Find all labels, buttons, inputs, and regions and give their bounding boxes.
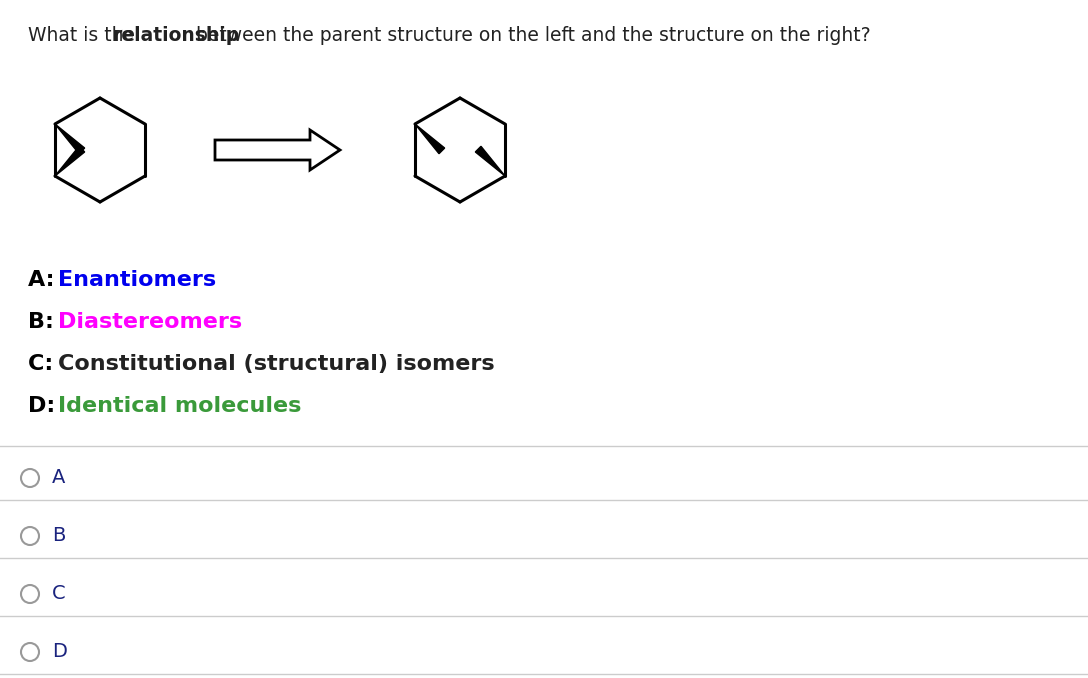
Text: B:: B: [28,312,62,332]
Polygon shape [215,130,339,170]
Text: What is the: What is the [28,26,141,45]
Text: Constitutional (structural) isomers: Constitutional (structural) isomers [58,354,495,374]
Text: Identical molecules: Identical molecules [58,396,301,416]
Text: A:: A: [28,270,62,290]
Text: B: B [52,526,65,545]
Text: Diastereomers: Diastereomers [58,312,243,332]
Text: D:: D: [28,396,63,416]
Polygon shape [55,146,85,176]
Text: Enantiomers: Enantiomers [58,270,217,290]
Text: relationship: relationship [112,26,239,45]
Polygon shape [55,124,85,154]
Text: between the parent structure on the left and the structure on the right?: between the parent structure on the left… [190,26,870,45]
Text: C:: C: [28,354,61,374]
Text: A: A [52,468,65,487]
Polygon shape [415,124,445,154]
Text: D: D [52,642,66,661]
Text: C: C [52,584,65,603]
Polygon shape [475,146,505,176]
